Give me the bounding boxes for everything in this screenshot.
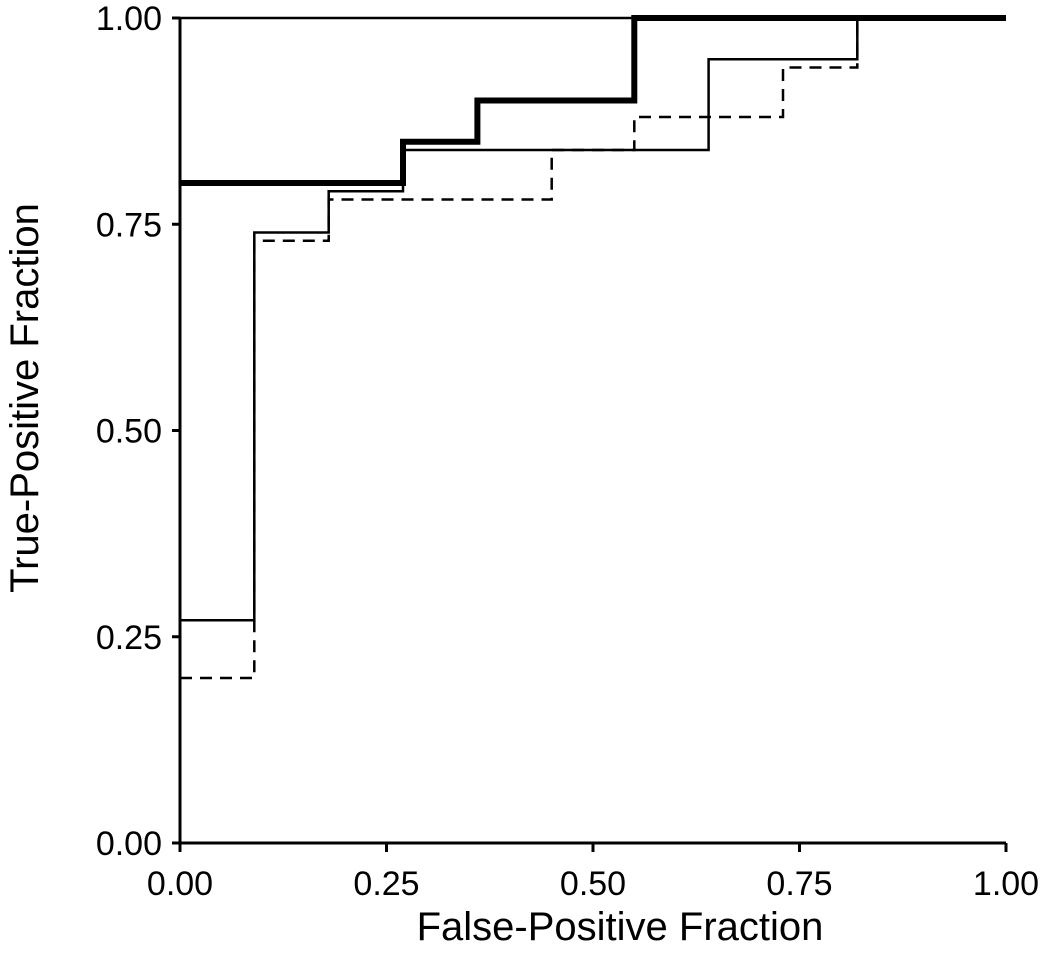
series-line-thick-solid — [180, 15, 1006, 186]
series-group — [180, 15, 1006, 680]
tick-labels: 0.00 0.25 0.50 0.75 1.00 0.00 0.25 0.50 0.75 1.00 — [96, 0, 1039, 903]
axes — [172, 16, 1008, 852]
series-line-dashed — [180, 16, 1006, 680]
x-axis-title: False-Positive Fraction — [417, 905, 824, 949]
x-tick-label: 1.00 — [973, 865, 1039, 903]
y-axis-title: True-Positive Fraction — [3, 203, 47, 593]
x-tick-label: 0.00 — [147, 865, 213, 903]
y-tick-label: 0.50 — [96, 413, 162, 451]
x-tick-label: 0.50 — [560, 865, 626, 903]
series-line-thin-solid — [180, 16, 1006, 622]
y-tick-label: 1.00 — [96, 0, 162, 38]
y-tick-label: 0.75 — [96, 206, 162, 244]
x-tick-label: 0.25 — [353, 865, 419, 903]
x-tick-label: 0.75 — [766, 865, 832, 903]
y-tick-label: 0.00 — [96, 825, 162, 863]
y-tick-label: 0.25 — [96, 619, 162, 657]
